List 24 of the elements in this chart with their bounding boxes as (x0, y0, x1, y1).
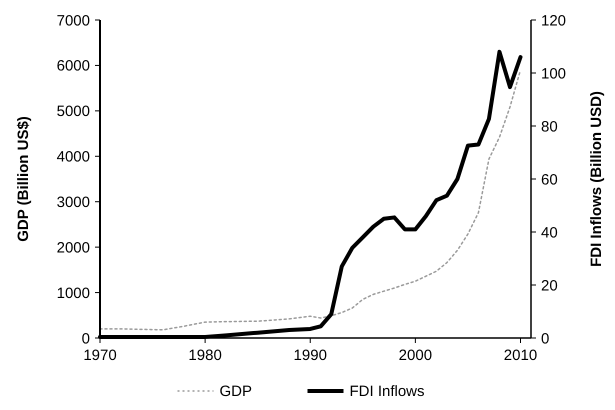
x-tick-label: 1980 (188, 347, 222, 364)
y-tick-label: 2000 (56, 239, 90, 256)
y-axis-title: GDP (Billion US$) (15, 116, 32, 242)
y2-tick-label: 40 (541, 224, 558, 242)
y2-tick-label: 60 (541, 171, 558, 188)
y2-tick-label: 80 (541, 118, 558, 136)
x-tick-label: 1990 (294, 347, 327, 364)
x-tick-label: 2010 (504, 347, 538, 364)
y2-tick-label: 0 (541, 330, 550, 348)
y-tick-label: 6000 (56, 58, 90, 75)
x-tick-label: 2000 (398, 347, 432, 364)
y-tick-label: 5000 (56, 103, 90, 120)
y2-axis-title: FDI Inflows (Billion USD) (588, 91, 605, 267)
y2-tick-label: 120 (541, 12, 566, 30)
y-tick-label: 3000 (56, 194, 90, 211)
y-tick-label: 4000 (56, 148, 90, 166)
y-tick-label: 7000 (56, 12, 90, 30)
y2-tick-label: 100 (541, 65, 566, 82)
y2-tick-label: 20 (541, 277, 558, 294)
x-tick-label: 1970 (83, 347, 117, 364)
y-tick-label: 0 (82, 330, 90, 348)
legend-label: FDI Inflows (350, 383, 425, 400)
legend-label: GDP (220, 383, 252, 400)
y-tick-label: 1000 (56, 284, 90, 302)
